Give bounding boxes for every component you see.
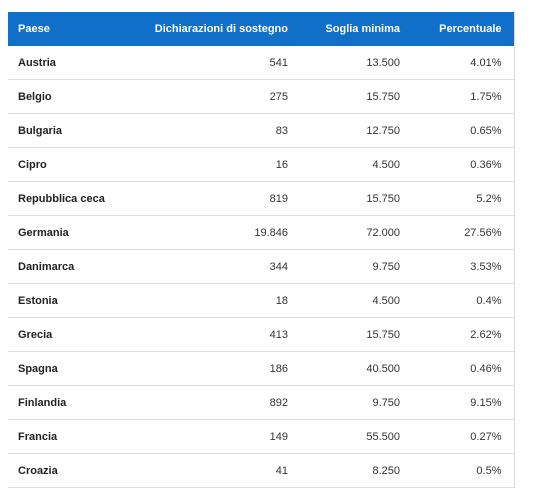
column-header: Percentuale — [412, 12, 515, 46]
value-cell: 4.500 — [300, 283, 412, 318]
value-cell: 83 — [136, 113, 300, 148]
value-cell: 55.500 — [300, 419, 412, 454]
table-row: Spagna 186 40.500 0.46% — [8, 351, 515, 386]
table-body: Austria 541 13.500 4.01% Belgio 275 15.750 1.75… — [8, 46, 515, 488]
table-row: Grecia 413 15.750 2.62% — [8, 317, 515, 352]
table-container: Paese Dichiarazioni di sostegno Soglia min… — [8, 12, 515, 488]
value-cell: 3.53% — [412, 249, 515, 284]
value-cell: 4.500 — [300, 147, 412, 182]
table-row: Belgio 275 15.750 1.75% — [8, 79, 515, 114]
value-cell: 0.27% — [412, 419, 515, 454]
column-header: Paese — [8, 12, 136, 46]
value-cell: 16 — [136, 147, 300, 182]
table-row: Danimarca 344 9.750 3.53% — [8, 249, 515, 284]
value-cell: 13.500 — [300, 46, 412, 80]
country-cell: Estonia — [8, 283, 136, 318]
header-row: Paese Dichiarazioni di sostegno Soglia min… — [8, 12, 515, 46]
country-cell: Spagna — [8, 351, 136, 386]
value-cell: 819 — [136, 181, 300, 216]
value-cell: 413 — [136, 317, 300, 352]
value-cell: 0.36% — [412, 147, 515, 182]
table-row: Finlandia 892 9.750 9.15% — [8, 385, 515, 420]
value-cell: 2.62% — [412, 317, 515, 352]
value-cell: 5.2% — [412, 181, 515, 216]
value-cell: 892 — [136, 385, 300, 420]
table-row: Cipro 16 4.500 0.36% — [8, 147, 515, 182]
value-cell: 15.750 — [300, 181, 412, 216]
country-cell: Austria — [8, 46, 136, 80]
value-cell: 275 — [136, 79, 300, 114]
value-cell: 9.15% — [412, 385, 515, 420]
value-cell: 12.750 — [300, 113, 412, 148]
value-cell: 9.750 — [300, 385, 412, 420]
table-row: Germania 19.846 72.000 27.56% — [8, 215, 515, 250]
data-table: Paese Dichiarazioni di sostegno Soglia min… — [8, 12, 515, 488]
value-cell: 41 — [136, 453, 300, 488]
column-header: Soglia minima — [300, 12, 412, 46]
value-cell: 72.000 — [300, 215, 412, 250]
country-cell: Croazia — [8, 453, 136, 488]
table-row: Repubblica ceca 819 15.750 5.2% — [8, 181, 515, 216]
value-cell: 27.56% — [412, 215, 515, 250]
value-cell: 0.65% — [412, 113, 515, 148]
value-cell: 15.750 — [300, 79, 412, 114]
value-cell: 4.01% — [412, 46, 515, 80]
country-cell: Belgio — [8, 79, 136, 114]
value-cell: 541 — [136, 46, 300, 80]
value-cell: 0.46% — [412, 351, 515, 386]
value-cell: 1.75% — [412, 79, 515, 114]
table-row: Francia 149 55.500 0.27% — [8, 419, 515, 454]
table-row: Estonia 18 4.500 0.4% — [8, 283, 515, 318]
value-cell: 0.4% — [412, 283, 515, 318]
country-cell: Finlandia — [8, 385, 136, 420]
value-cell: 0.5% — [412, 453, 515, 488]
country-cell: Danimarca — [8, 249, 136, 284]
value-cell: 40.500 — [300, 351, 412, 386]
value-cell: 19.846 — [136, 215, 300, 250]
value-cell: 8.250 — [300, 453, 412, 488]
table-row: Bulgaria 83 12.750 0.65% — [8, 113, 515, 148]
country-cell: Grecia — [8, 317, 136, 352]
country-cell: Francia — [8, 419, 136, 454]
value-cell: 186 — [136, 351, 300, 386]
country-cell: Germania — [8, 215, 136, 250]
table-row: Croazia 41 8.250 0.5% — [8, 453, 515, 488]
value-cell: 149 — [136, 419, 300, 454]
value-cell: 9.750 — [300, 249, 412, 284]
value-cell: 15.750 — [300, 317, 412, 352]
country-cell: Bulgaria — [8, 113, 136, 148]
country-cell: Cipro — [8, 147, 136, 182]
table-row: Austria 541 13.500 4.01% — [8, 46, 515, 80]
column-header: Dichiarazioni di sostegno — [136, 12, 300, 46]
country-cell: Repubblica ceca — [8, 181, 136, 216]
value-cell: 344 — [136, 249, 300, 284]
value-cell: 18 — [136, 283, 300, 318]
